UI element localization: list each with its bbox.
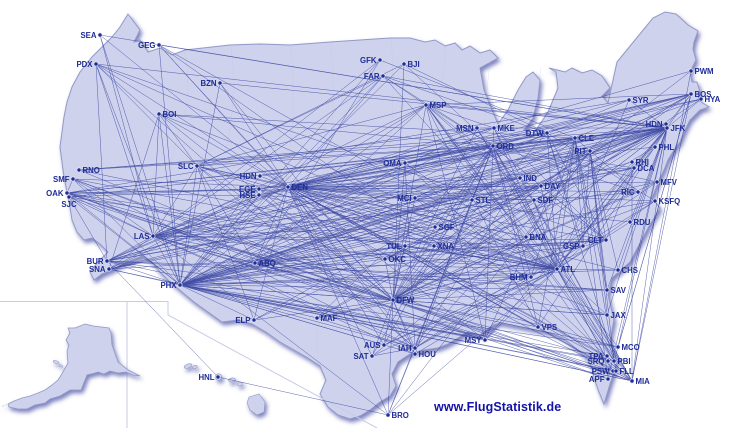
svg-text:RNO: RNO [83, 166, 100, 175]
svg-text:MSN: MSN [456, 124, 474, 133]
svg-text:RDU: RDU [634, 218, 651, 227]
svg-text:HYA: HYA [705, 95, 721, 104]
svg-text:SYR: SYR [633, 96, 649, 105]
svg-text:SLC: SLC [178, 162, 194, 171]
svg-text:KSFQ: KSFQ [659, 197, 681, 206]
svg-text:SRQ: SRQ [588, 357, 605, 366]
svg-text:CLE: CLE [579, 134, 595, 143]
svg-text:DAY: DAY [545, 182, 562, 191]
svg-text:MFV: MFV [661, 178, 678, 187]
svg-text:MSP: MSP [430, 101, 447, 110]
svg-text:BOI: BOI [163, 110, 177, 119]
svg-text:OKC: OKC [389, 255, 407, 264]
svg-text:SDF: SDF [538, 196, 554, 205]
svg-text:APF: APF [589, 375, 605, 384]
svg-text:TUL: TUL [386, 242, 401, 251]
svg-text:PHL: PHL [659, 143, 675, 152]
svg-text:FAR: FAR [364, 72, 380, 81]
svg-text:MCO: MCO [622, 343, 640, 352]
svg-text:JAX: JAX [611, 311, 627, 320]
svg-text:GSP: GSP [563, 242, 579, 251]
svg-text:RIC: RIC [621, 188, 635, 197]
svg-text:HNL: HNL [198, 373, 214, 382]
svg-text:MSY: MSY [465, 336, 483, 345]
svg-text:MCI: MCI [397, 194, 411, 203]
svg-text:BNA: BNA [530, 233, 547, 242]
svg-text:PWM: PWM [695, 67, 714, 76]
svg-text:GEG: GEG [138, 41, 155, 50]
svg-text:SJC: SJC [61, 200, 77, 209]
svg-text:SAT: SAT [353, 352, 368, 361]
svg-text:MAF: MAF [321, 314, 338, 323]
svg-text:CLT: CLT [588, 236, 603, 245]
svg-text:JFK: JFK [671, 124, 686, 133]
svg-text:AUS: AUS [364, 341, 380, 350]
svg-text:SGF: SGF [439, 223, 455, 232]
svg-text:XNA: XNA [438, 242, 455, 251]
svg-text:HSE: HSE [239, 191, 255, 200]
svg-text:OMA: OMA [383, 159, 402, 168]
svg-text:BRO: BRO [392, 411, 409, 420]
svg-text:DTW: DTW [526, 129, 544, 138]
svg-text:SNA: SNA [89, 265, 106, 274]
svg-text:PBI: PBI [618, 357, 631, 366]
svg-text:LAS: LAS [134, 232, 150, 241]
svg-text:SMF: SMF [53, 175, 70, 184]
svg-text:GFK: GFK [360, 56, 377, 65]
svg-text:DFW: DFW [397, 296, 415, 305]
svg-text:HDN: HDN [240, 172, 257, 181]
svg-text:MIA: MIA [636, 377, 651, 386]
svg-text:DEN: DEN [292, 183, 309, 192]
svg-text:ORD: ORD [497, 142, 515, 151]
svg-text:IAH: IAH [398, 344, 412, 353]
svg-text:HDN: HDN [646, 120, 663, 129]
svg-text:ABQ: ABQ [259, 259, 276, 268]
svg-text:FLL: FLL [620, 367, 635, 376]
svg-text:PHX: PHX [160, 281, 177, 290]
svg-text:BJI: BJI [408, 60, 420, 69]
svg-text:BHM: BHM [510, 273, 528, 282]
svg-text:HOU: HOU [419, 350, 437, 359]
svg-text:CHS: CHS [622, 266, 638, 275]
svg-text:PIT: PIT [574, 147, 586, 156]
svg-text:VPS: VPS [542, 323, 558, 332]
svg-text:MKE: MKE [498, 124, 515, 133]
svg-text:OAK: OAK [46, 189, 64, 198]
svg-text:DCA: DCA [638, 164, 655, 173]
svg-text:PDX: PDX [76, 60, 93, 69]
svg-text:SAV: SAV [611, 286, 627, 295]
svg-text:ATL: ATL [561, 265, 576, 274]
svg-text:ELP: ELP [235, 316, 250, 325]
svg-text:IND: IND [524, 174, 538, 183]
svg-text:STL: STL [476, 196, 491, 205]
svg-text:BZN: BZN [200, 79, 216, 88]
svg-text:SEA: SEA [80, 31, 96, 40]
